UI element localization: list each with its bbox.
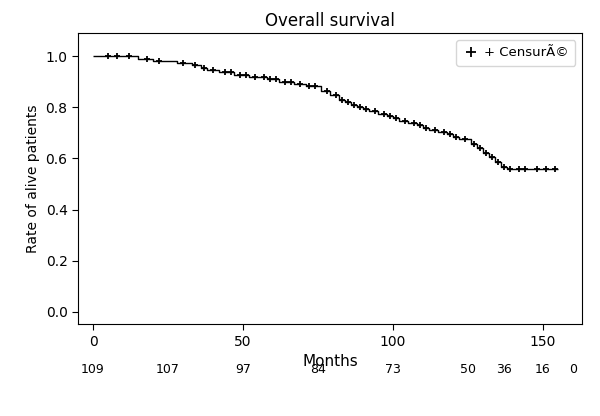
Text: 84: 84 (310, 363, 326, 376)
Text: 109: 109 (81, 363, 105, 376)
Legend: + CensurÃ©: + CensurÃ© (457, 40, 575, 66)
Title: Overall survival: Overall survival (265, 12, 395, 30)
Text: 50: 50 (460, 363, 476, 376)
Text: 73: 73 (385, 363, 401, 376)
Text: 0: 0 (569, 363, 577, 376)
Text: 36: 36 (496, 363, 512, 376)
Y-axis label: Rate of alive patients: Rate of alive patients (26, 105, 40, 253)
Text: 16: 16 (535, 363, 551, 376)
X-axis label: Months: Months (302, 354, 358, 369)
Text: 97: 97 (235, 363, 251, 376)
Text: 107: 107 (156, 363, 180, 376)
